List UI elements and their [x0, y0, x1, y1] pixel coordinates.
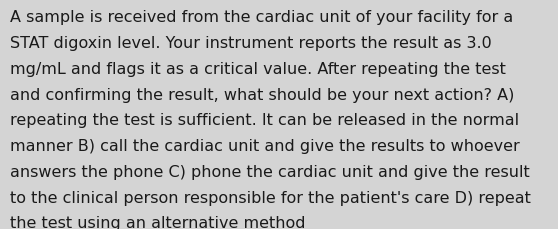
Text: mg/mL and flags it as a critical value. After repeating the test: mg/mL and flags it as a critical value. …: [10, 62, 506, 76]
Text: the test using an alternative method: the test using an alternative method: [10, 215, 306, 229]
Text: manner B) call the cardiac unit and give the results to whoever: manner B) call the cardiac unit and give…: [10, 139, 520, 153]
Text: to the clinical person responsible for the patient's care D) repeat: to the clinical person responsible for t…: [10, 190, 531, 205]
Text: answers the phone C) phone the cardiac unit and give the result: answers the phone C) phone the cardiac u…: [10, 164, 530, 179]
Text: A sample is received from the cardiac unit of your facility for a: A sample is received from the cardiac un…: [10, 10, 513, 25]
Text: repeating the test is sufficient. It can be released in the normal: repeating the test is sufficient. It can…: [10, 113, 519, 128]
Text: STAT digoxin level. Your instrument reports the result as 3.0: STAT digoxin level. Your instrument repo…: [10, 36, 492, 51]
Text: and confirming the result, what should be your next action? A): and confirming the result, what should b…: [10, 87, 514, 102]
